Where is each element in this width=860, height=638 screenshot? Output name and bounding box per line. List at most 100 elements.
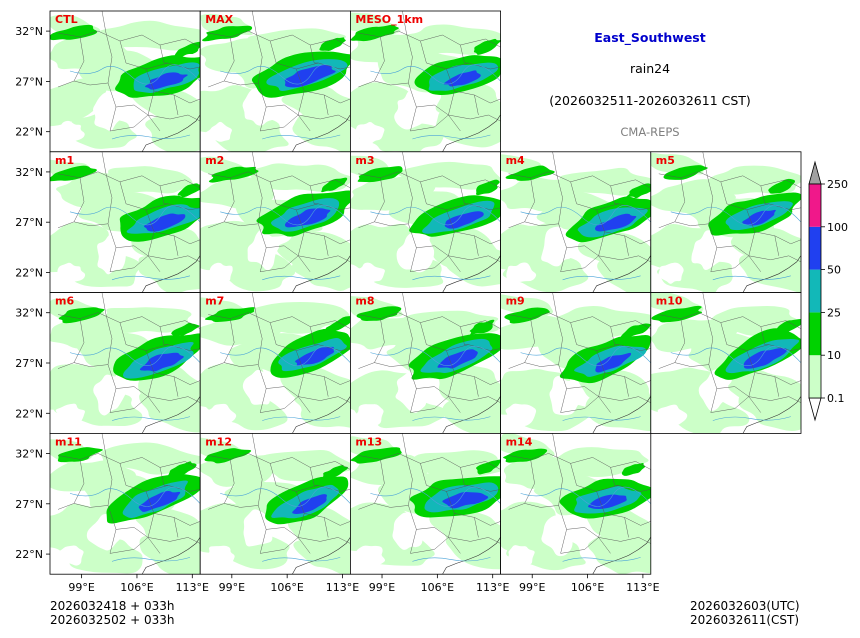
province-border bbox=[208, 30, 351, 48]
precip-field bbox=[650, 151, 801, 293]
province-border bbox=[145, 485, 201, 492]
precip-10-25-band bbox=[356, 306, 402, 321]
precip-50-100-core bbox=[144, 72, 188, 90]
panel-label: m10 bbox=[656, 295, 683, 308]
panel-label: m14 bbox=[506, 435, 533, 448]
x-tick-label: 99°E bbox=[369, 581, 395, 594]
province-border bbox=[173, 235, 179, 256]
y-tick-label: 27°N bbox=[15, 498, 43, 511]
province-border bbox=[774, 235, 780, 256]
province-border bbox=[145, 344, 201, 351]
precip-light-area bbox=[135, 508, 201, 557]
panel-ctl: CTL bbox=[49, 10, 201, 153]
y-tick-label: 32°N bbox=[15, 448, 43, 461]
province-border bbox=[570, 322, 611, 413]
province-border bbox=[374, 459, 385, 504]
river bbox=[220, 64, 351, 85]
x-tick-label: 106°E bbox=[421, 581, 454, 594]
province-border bbox=[309, 467, 319, 486]
precip-10-25-band bbox=[202, 25, 253, 42]
province-border bbox=[223, 36, 235, 82]
coastline bbox=[291, 255, 351, 293]
province-border bbox=[147, 396, 201, 403]
province-border bbox=[716, 386, 749, 397]
province-border bbox=[702, 292, 718, 413]
precip-light-area bbox=[558, 167, 651, 196]
panel-meso-1km: MESO_1km bbox=[349, 10, 501, 153]
precip-10-25-band bbox=[50, 165, 97, 182]
precip-50-100-core bbox=[295, 346, 335, 366]
river bbox=[520, 346, 651, 366]
precip-light-area bbox=[68, 113, 137, 149]
precip-light-area bbox=[210, 252, 296, 292]
no-rain-area bbox=[356, 545, 386, 566]
province-border bbox=[566, 386, 599, 397]
chart-title-system: CMA-REPS bbox=[620, 125, 679, 139]
precip-10-25-band bbox=[208, 166, 259, 183]
river bbox=[712, 416, 791, 421]
panel-label: m11 bbox=[55, 435, 82, 448]
river bbox=[111, 557, 191, 562]
province-border bbox=[101, 151, 117, 272]
province-border bbox=[57, 171, 201, 188]
province-border bbox=[410, 114, 449, 132]
province-border bbox=[598, 255, 651, 263]
colorbar-segment bbox=[809, 312, 821, 356]
colorbar-segment bbox=[809, 226, 821, 270]
province-border bbox=[101, 11, 117, 132]
province-border bbox=[251, 11, 267, 132]
precip-light-area bbox=[545, 306, 651, 338]
province-border bbox=[208, 503, 259, 510]
province-border bbox=[309, 44, 319, 64]
province-border bbox=[410, 396, 449, 413]
colorbar-over-extension bbox=[808, 160, 822, 185]
province-border bbox=[159, 467, 168, 486]
province-border bbox=[710, 396, 749, 413]
province-border bbox=[109, 255, 149, 273]
precip-field bbox=[200, 11, 351, 152]
y-tick-label: 27°N bbox=[15, 357, 43, 370]
precip-light-area bbox=[50, 78, 108, 127]
province-border bbox=[101, 433, 117, 554]
province-border bbox=[57, 30, 201, 48]
precip-10-25-band bbox=[319, 37, 346, 51]
province-border bbox=[358, 80, 409, 88]
precip-10-25-band bbox=[204, 307, 255, 323]
y-tick-label: 22°N bbox=[15, 266, 43, 279]
province-border bbox=[57, 503, 109, 510]
province-border bbox=[309, 326, 319, 345]
river bbox=[220, 486, 351, 507]
precip-10-25-band bbox=[505, 165, 555, 181]
river bbox=[412, 416, 491, 421]
province-border bbox=[674, 318, 686, 363]
panel-m8: m8 bbox=[349, 292, 501, 434]
province-border bbox=[173, 94, 179, 116]
precip-light-area bbox=[210, 117, 289, 152]
river bbox=[412, 134, 491, 140]
province-border bbox=[448, 396, 501, 403]
province-border bbox=[296, 485, 351, 492]
province-border bbox=[153, 372, 201, 385]
precip-field bbox=[350, 292, 501, 434]
province-border bbox=[460, 326, 469, 345]
panel-m9: m9 bbox=[500, 292, 652, 434]
y-tick-label: 22°N bbox=[15, 407, 43, 420]
province-border bbox=[446, 62, 501, 70]
precip-light-area bbox=[662, 394, 750, 434]
no-rain-area bbox=[247, 230, 280, 271]
province-border bbox=[748, 255, 801, 263]
coastline bbox=[141, 255, 201, 293]
coastline bbox=[141, 537, 201, 575]
precip-light-area bbox=[429, 504, 501, 555]
no-rain-area bbox=[354, 262, 385, 284]
province-border bbox=[746, 203, 801, 211]
river bbox=[670, 346, 801, 366]
precip-field bbox=[200, 292, 351, 434]
province-border bbox=[323, 94, 329, 116]
y-tick-label: 32°N bbox=[15, 25, 43, 38]
precip-light-area bbox=[276, 229, 351, 274]
panel-label: m13 bbox=[355, 435, 382, 448]
panel-label: m7 bbox=[205, 295, 224, 308]
precip-field bbox=[500, 433, 651, 575]
precip-light-area bbox=[68, 539, 143, 574]
